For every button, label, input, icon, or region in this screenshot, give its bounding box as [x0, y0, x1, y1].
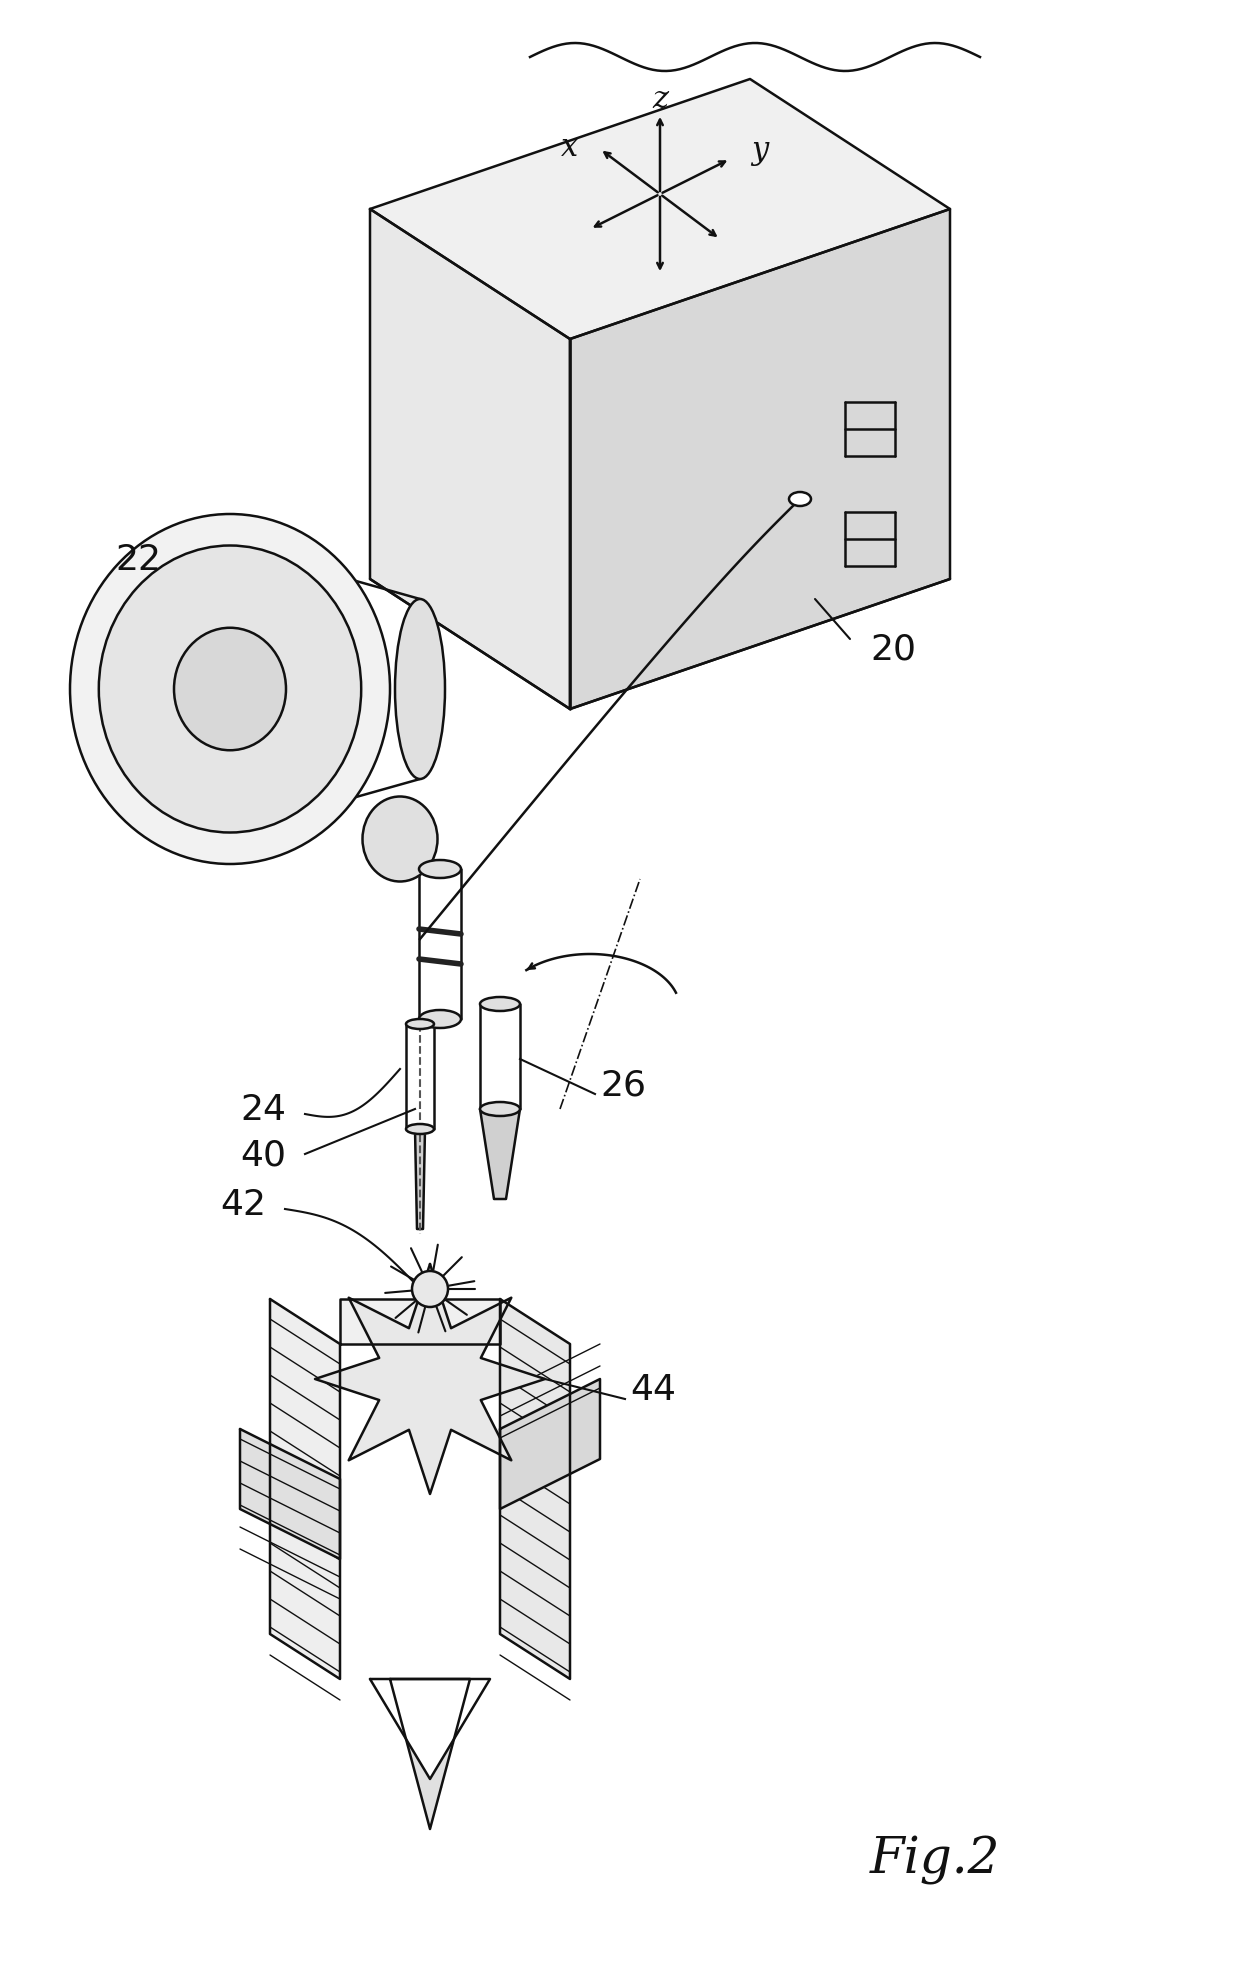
- Text: 44: 44: [630, 1373, 676, 1407]
- Polygon shape: [340, 1300, 500, 1344]
- Ellipse shape: [174, 629, 286, 752]
- Polygon shape: [500, 1379, 600, 1509]
- Polygon shape: [370, 209, 570, 710]
- Text: 20: 20: [870, 633, 916, 667]
- Text: x: x: [562, 132, 579, 164]
- Polygon shape: [370, 1679, 490, 1780]
- Ellipse shape: [69, 515, 391, 864]
- Polygon shape: [370, 81, 950, 339]
- Ellipse shape: [480, 998, 520, 1012]
- Ellipse shape: [789, 493, 811, 507]
- Text: y: y: [751, 134, 769, 166]
- Polygon shape: [391, 1679, 470, 1829]
- Polygon shape: [480, 1109, 520, 1200]
- Polygon shape: [415, 1129, 425, 1229]
- Polygon shape: [270, 1300, 340, 1679]
- Ellipse shape: [419, 860, 461, 878]
- Polygon shape: [315, 1265, 546, 1494]
- Ellipse shape: [405, 1125, 434, 1134]
- Ellipse shape: [99, 547, 361, 833]
- Polygon shape: [241, 1428, 340, 1559]
- Polygon shape: [570, 209, 950, 710]
- Text: 22: 22: [115, 543, 161, 576]
- Text: 40: 40: [241, 1136, 286, 1172]
- Ellipse shape: [480, 1103, 520, 1117]
- Ellipse shape: [419, 1010, 461, 1028]
- Polygon shape: [500, 1300, 570, 1679]
- Ellipse shape: [405, 1020, 434, 1030]
- Ellipse shape: [396, 600, 445, 779]
- Text: Fig.2: Fig.2: [870, 1835, 1001, 1884]
- Text: 24: 24: [241, 1093, 286, 1127]
- Text: z: z: [652, 85, 668, 116]
- Circle shape: [412, 1271, 448, 1308]
- Ellipse shape: [362, 797, 438, 882]
- Text: 42: 42: [219, 1188, 267, 1221]
- Text: 26: 26: [600, 1067, 646, 1101]
